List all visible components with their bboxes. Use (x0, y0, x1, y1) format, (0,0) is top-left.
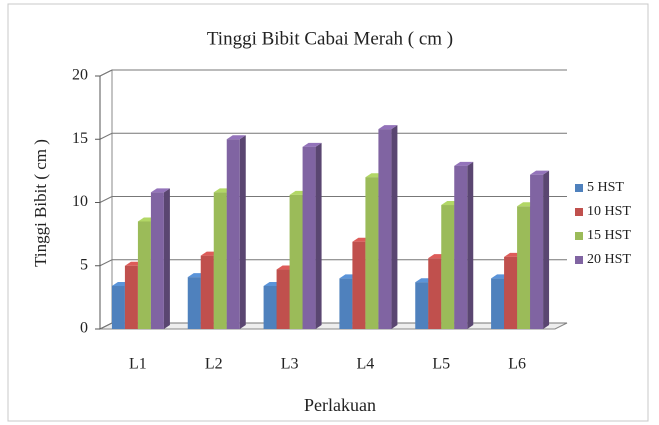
bar (200, 255, 214, 329)
bar-top (530, 170, 550, 175)
legend-swatch (575, 256, 583, 264)
bar (302, 146, 316, 329)
bar (226, 139, 240, 329)
bar (454, 165, 468, 329)
bar (441, 205, 455, 329)
x-axis-label: Perlakuan (304, 395, 376, 415)
y-axis-label: Tinggi Bibit ( cm ) (31, 139, 50, 267)
bar-top (454, 161, 474, 166)
bar (365, 177, 379, 329)
legend-label: 20 HST (587, 252, 631, 267)
grid-line-depth (99, 322, 113, 330)
x-tick-label: L1 (129, 356, 147, 373)
grid-line-depth (99, 196, 113, 203)
x-tick-label: L5 (432, 356, 450, 373)
bar (428, 258, 442, 329)
bar-top (302, 142, 322, 147)
bar (415, 282, 429, 329)
legend-swatch (575, 208, 583, 216)
legend-swatch (575, 184, 583, 192)
bar (187, 277, 201, 329)
x-tick-label: L3 (281, 356, 299, 373)
bar (517, 206, 531, 329)
bar (339, 278, 353, 329)
bar (491, 278, 505, 329)
bar (530, 174, 544, 329)
grid-line-depth (99, 69, 113, 77)
bar (276, 269, 290, 329)
x-tick-label: L2 (205, 356, 223, 373)
bar (150, 192, 164, 329)
bar (137, 221, 151, 329)
bar (124, 265, 138, 329)
bar (213, 192, 227, 329)
bar-side (543, 170, 550, 329)
bar (263, 285, 277, 329)
bar-top (378, 125, 398, 130)
bar (378, 129, 392, 329)
grid-line-depth (99, 259, 113, 267)
x-tick-label: L4 (357, 356, 375, 373)
y-tick-label: 5 (80, 256, 88, 273)
bar-side (163, 188, 170, 329)
legend-swatch (575, 232, 583, 240)
grid-line-depth (99, 132, 113, 140)
bar-side (315, 142, 322, 329)
chart-title: Tinggi Bibit Cabai Merah ( cm ) (207, 28, 453, 49)
legend-label: 5 HST (587, 180, 624, 195)
bar-side (391, 125, 398, 329)
bar (352, 241, 366, 329)
y-tick-label: 10 (72, 193, 88, 210)
bar (289, 194, 303, 329)
legend-label: 15 HST (587, 228, 631, 243)
bar-top (150, 188, 170, 193)
y-tick-label: 0 (80, 320, 88, 337)
y-tick-label: 20 (72, 67, 88, 84)
legend-label: 10 HST (587, 204, 631, 219)
bar (504, 256, 518, 329)
y-tick-label: 15 (72, 130, 88, 147)
bar (111, 285, 125, 329)
bar-side (239, 135, 246, 329)
bar-side (467, 161, 474, 329)
bar-top (226, 135, 246, 140)
x-tick-label: L6 (508, 356, 526, 373)
